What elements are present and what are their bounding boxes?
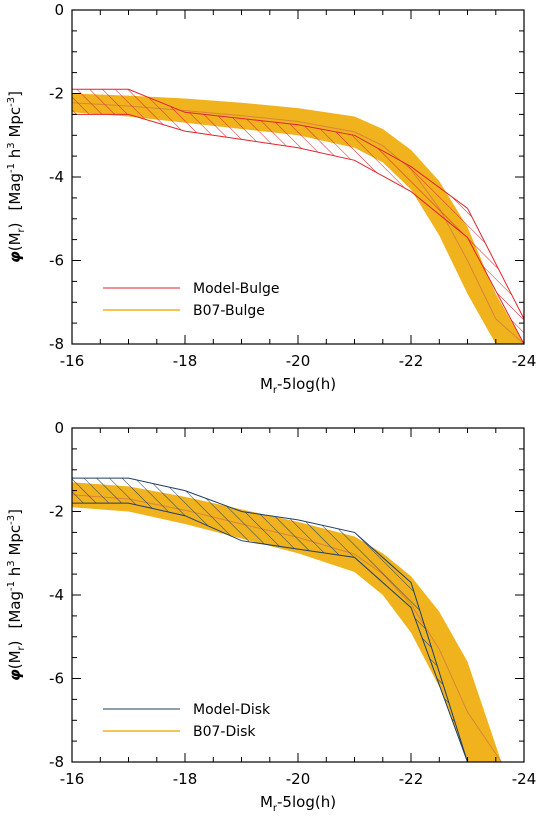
disk-xtick-label: -16 bbox=[60, 770, 85, 788]
disk-ytick-label: -6 bbox=[49, 670, 64, 688]
disk-ytick-label: -2 bbox=[49, 503, 64, 521]
bulge-panel: -16 -18 -20 -22 -24 -8-6-4-20 Mr-5log(h) φ(M… bbox=[6, 1, 536, 396]
bulge-xtick-label: -16 bbox=[60, 352, 85, 370]
disk-ytick-label: 0 bbox=[54, 419, 64, 437]
disk-ytick-label: -4 bbox=[49, 586, 64, 604]
bulge-legend: Model-Bulge B07-Bulge bbox=[103, 281, 279, 319]
bulge-ytick-label: -8 bbox=[49, 335, 64, 353]
bulge-xtick-label: -20 bbox=[286, 352, 311, 370]
bulge-ytick-label: 0 bbox=[54, 1, 64, 19]
bulge-legend-b07-label: B07-Bulge bbox=[193, 303, 265, 319]
disk-ticks bbox=[71, 427, 525, 763]
disk-model-hatch bbox=[72, 478, 524, 762]
disk-xtick-label: -24 bbox=[512, 770, 537, 788]
disk-xtick-label: -20 bbox=[286, 770, 311, 788]
disk-xtick-label: -22 bbox=[399, 770, 424, 788]
disk-ytick-labels: -8 -6 -4 -2 0 bbox=[49, 419, 64, 771]
bulge-ytick-labels: -8 -6 -4 -2 0 bbox=[49, 1, 64, 353]
bulge-xtick-label: -22 bbox=[399, 352, 424, 370]
disk-xtick-labels: -16 -18 -20 -22 -24 bbox=[60, 770, 537, 788]
disk-ytick-label: -8 bbox=[49, 753, 64, 771]
bulge-xtick-label: -18 bbox=[173, 352, 198, 370]
bulge-xtick-label: -24 bbox=[512, 352, 537, 370]
bulge-model-layer bbox=[72, 88, 524, 344]
disk-panel: -16 -18 -20 -22 -24 -8-6-4-20 Mr-5log(h) φ(M… bbox=[6, 419, 536, 814]
disk-model-layer bbox=[72, 477, 524, 762]
disk-y-axis-label: φ(Mr)[Mag-1 h3 Mpc-3] bbox=[6, 509, 27, 681]
disk-xtick-label: -18 bbox=[173, 770, 198, 788]
bulge-ytick-label: -6 bbox=[49, 252, 64, 270]
bulge-ytick-label: -2 bbox=[49, 85, 64, 103]
disk-legend-b07-label: B07-Disk bbox=[193, 724, 256, 740]
bulge-plot-area bbox=[72, 88, 524, 344]
bulge-x-axis-label: Mr-5log(h) bbox=[260, 375, 336, 396]
bulge-ytick-label: -4 bbox=[49, 168, 64, 186]
bulge-plot-frame bbox=[71, 9, 525, 345]
bulge-b07-band bbox=[72, 93, 524, 344]
bulge-ticks bbox=[71, 9, 525, 345]
disk-x-axis-label: Mr-5log(h) bbox=[260, 793, 336, 814]
bulge-model-upper-line bbox=[72, 88, 524, 320]
disk-legend: Model-Disk B07-Disk bbox=[103, 702, 271, 740]
disk-model-lower-line bbox=[72, 502, 524, 762]
disk-plot-area bbox=[72, 477, 524, 762]
disk-model-upper-line bbox=[72, 477, 524, 762]
bulge-y-axis-label: φ(Mr)[Mag-1 h3 Mpc-3] bbox=[6, 91, 27, 263]
bulge-model-hatch bbox=[72, 89, 524, 344]
disk-legend-model-label: Model-Disk bbox=[193, 702, 271, 718]
bulge-xtick-labels: -16 -18 -20 -22 -24 bbox=[60, 352, 537, 370]
bulge-legend-model-label: Model-Bulge bbox=[193, 281, 279, 297]
bulge-model-lower-line bbox=[72, 113, 524, 344]
